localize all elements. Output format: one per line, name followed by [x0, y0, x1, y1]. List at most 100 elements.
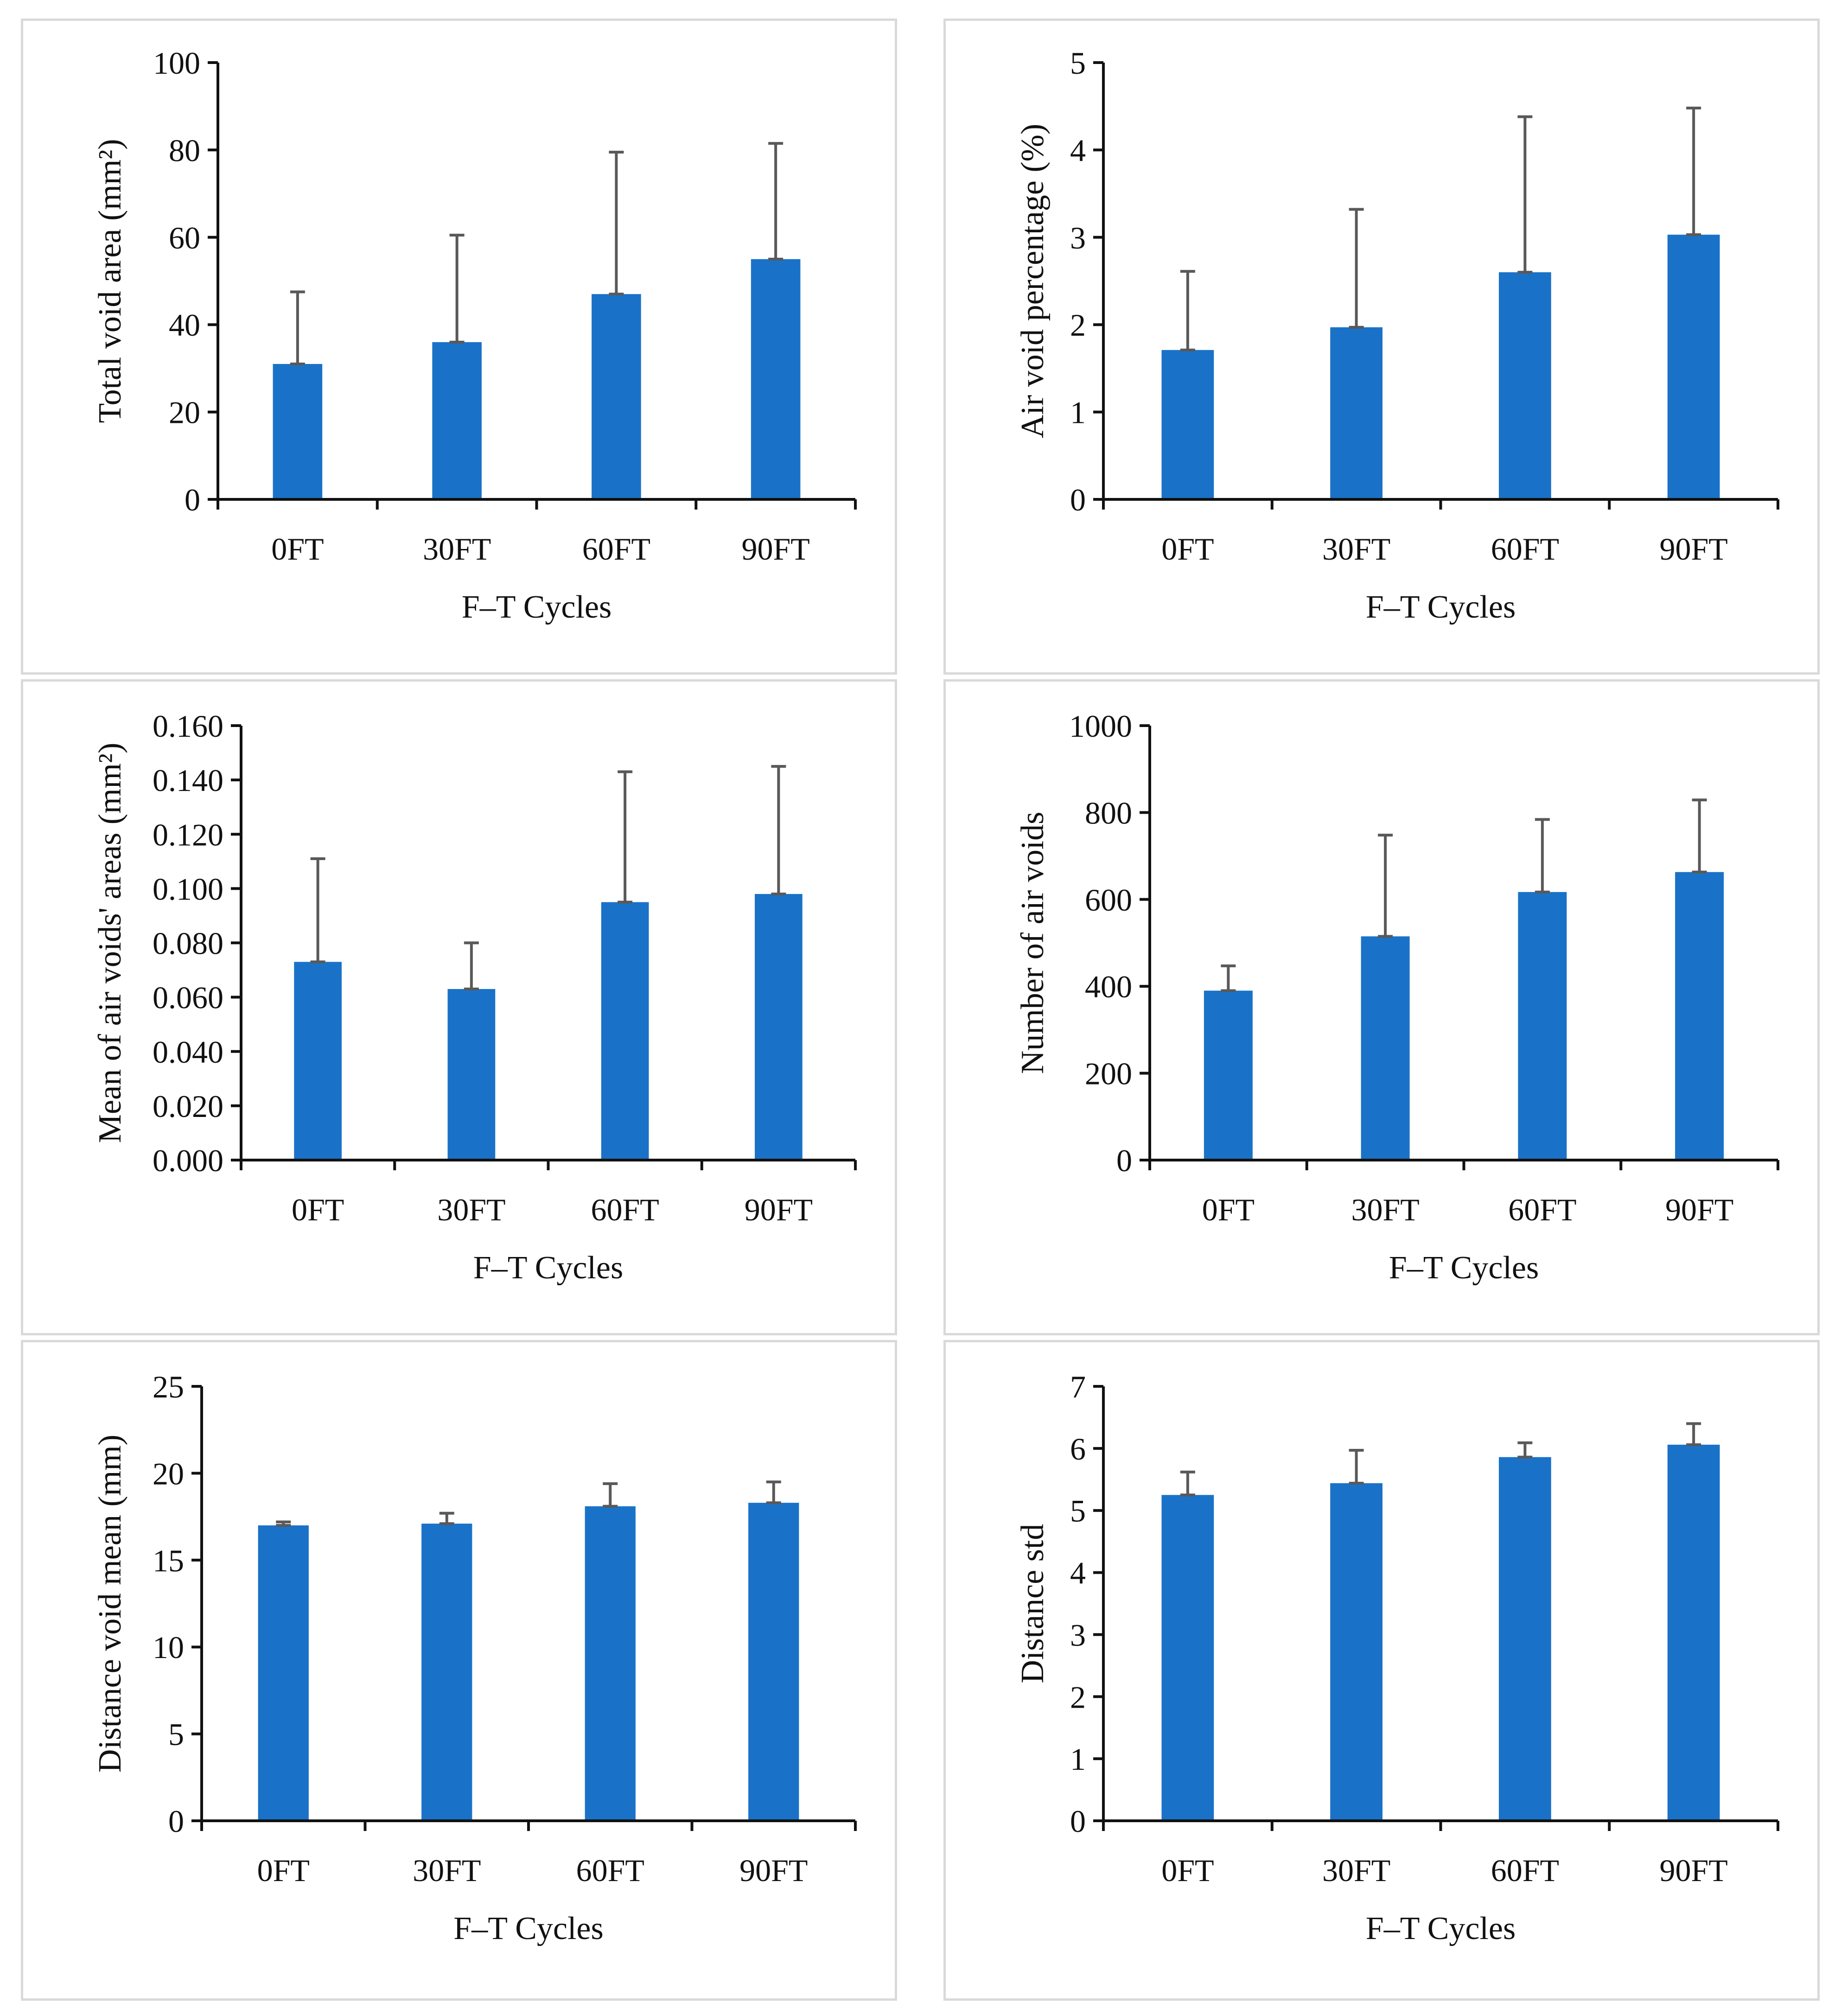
y-tick-label: 0.060	[153, 980, 223, 1015]
error-bar-90FT	[771, 765, 786, 896]
y-axis-title: Number of air voids	[1015, 812, 1051, 1074]
y-tick-label: 4	[1070, 1556, 1086, 1591]
error-bar-0FT	[1180, 1470, 1195, 1497]
y-tick-label: 1000	[1069, 708, 1132, 744]
error-bar-30FT	[1349, 208, 1364, 329]
y-tick-label: 0.120	[153, 817, 223, 852]
x-tick-label-60FT: 60FT	[1491, 531, 1559, 567]
y-tick-label: 20	[169, 395, 200, 430]
bar-60FT	[1498, 272, 1551, 499]
y-tick-label: 200	[1085, 1056, 1132, 1091]
y-tick-label: 5	[168, 1717, 184, 1752]
y-axis-title: Air void percentage (%)	[1015, 124, 1051, 438]
y-tick-label: 100	[153, 45, 200, 81]
bar-30FT	[1330, 1483, 1383, 1821]
y-tick-label: 15	[153, 1543, 184, 1578]
error-bar-90FT	[768, 142, 784, 261]
y-tick-label: 0.000	[153, 1143, 223, 1178]
bar-90FT	[1667, 1444, 1720, 1821]
bar-0FT	[294, 962, 342, 1160]
x-tick-label-30FT: 30FT	[1351, 1192, 1419, 1227]
y-axis-title: Distance std	[1015, 1524, 1051, 1683]
chart-panel-distance-void-mean: 0 5 10 15 20 25 0FT 30FT 60FT 90FT F–T Cycles Dista…	[21, 1340, 897, 2001]
error-bar-90FT	[1692, 798, 1707, 874]
error-bar-0FT	[310, 857, 325, 963]
y-axis-title: Total void area (mm²)	[92, 139, 128, 423]
error-bar-60FT	[1517, 115, 1533, 274]
error-bar-60FT	[609, 151, 624, 296]
chart-total-void-area: 0 20 40 60 80 100 0FT 30FT 60FT 90FT F–T Cycles Tot…	[92, 45, 857, 625]
y-tick-label: 5	[1070, 1493, 1086, 1529]
bar-60FT	[585, 1506, 636, 1821]
bar-30FT	[421, 1524, 472, 1821]
x-tick-label-90FT: 90FT	[745, 1192, 813, 1227]
chart-panel-mean-air-void-area: 0.000 0.020 0.040 0.060 0.080 0.100 0.120 0.140…	[21, 679, 897, 1335]
x-tick-label-60FT: 60FT	[576, 1853, 644, 1888]
bar-0FT	[1161, 1495, 1214, 1821]
y-tick-label: 7	[1070, 1369, 1086, 1404]
y-axis-title: Distance void mean (mm)	[92, 1435, 128, 1773]
bar-0FT	[1161, 350, 1214, 499]
bar-30FT	[1361, 936, 1410, 1160]
y-tick-label: 3	[1070, 1617, 1086, 1652]
error-bar-30FT	[1378, 834, 1393, 938]
error-bar-30FT	[1349, 1448, 1364, 1485]
y-tick-label: 0.140	[153, 763, 223, 798]
y-tick-label: 0	[185, 482, 200, 517]
chart-panel-total-void-area: 0 20 40 60 80 100 0FT 30FT 60FT 90FT F–T Cycles Tot…	[21, 19, 897, 675]
bar-30FT	[447, 989, 496, 1160]
x-tick-label-0FT: 0FT	[292, 1192, 344, 1227]
error-bar-60FT	[1535, 818, 1550, 893]
bar-60FT	[1498, 1457, 1551, 1821]
chart-air-void-percentage: 0 1 2 3 4 5 0FT 30FT 60FT 90FT F–T Cycles Air void …	[1015, 45, 1779, 625]
y-tick-label: 600	[1085, 882, 1132, 918]
error-bar-30FT	[439, 1512, 454, 1525]
y-tick-label: 1	[1070, 395, 1086, 430]
bar-60FT	[1518, 892, 1567, 1160]
bar-90FT	[1675, 872, 1724, 1160]
error-bar-0FT	[1180, 270, 1195, 351]
y-tick-label: 60	[169, 220, 200, 255]
x-tick-label-0FT: 0FT	[1161, 531, 1214, 567]
y-tick-label: 0	[1070, 1804, 1086, 1839]
x-tick-label-0FT: 0FT	[1161, 1853, 1214, 1888]
x-tick-label-60FT: 60FT	[1491, 1853, 1559, 1888]
x-axis-title: F–T Cycles	[462, 589, 612, 625]
bar-30FT	[1330, 327, 1383, 499]
bar-60FT	[592, 294, 641, 499]
x-tick-label-30FT: 30FT	[437, 1192, 505, 1227]
x-axis-title: F–T Cycles	[1389, 1250, 1539, 1286]
error-bar-90FT	[766, 1480, 781, 1505]
error-bar-60FT	[1517, 1441, 1533, 1459]
x-axis-title: F–T Cycles	[473, 1250, 623, 1286]
y-tick-label: 5	[1070, 45, 1086, 81]
x-tick-label-90FT: 90FT	[1659, 531, 1727, 567]
error-bar-0FT	[1221, 964, 1236, 992]
y-tick-label: 25	[153, 1369, 184, 1404]
error-bar-60FT	[603, 1482, 618, 1508]
bar-90FT	[748, 1503, 799, 1821]
x-tick-label-30FT: 30FT	[1322, 1853, 1390, 1888]
y-tick-label: 6	[1070, 1431, 1086, 1467]
chart-panel-distance-std: 0 1 2 3 4 5 6 7 0FT 30FT 60FT 90FT F–T Cycles Distanc…	[943, 1340, 1820, 2001]
bar-60FT	[601, 902, 649, 1160]
chart-distance-void-mean: 0 5 10 15 20 25 0FT 30FT 60FT 90FT F–T Cycles Dista…	[92, 1369, 857, 1946]
y-tick-label: 0.160	[153, 708, 223, 744]
x-tick-label-90FT: 90FT	[1665, 1192, 1733, 1227]
chart-panel-air-void-percentage: 0 1 2 3 4 5 0FT 30FT 60FT 90FT F–T Cycles Air void …	[943, 19, 1820, 675]
y-axis-title: Mean of air voids' areas (mm²)	[92, 743, 128, 1143]
y-tick-label: 400	[1085, 969, 1132, 1004]
y-tick-label: 0.040	[153, 1034, 223, 1070]
bar-90FT	[751, 259, 801, 499]
x-tick-label-0FT: 0FT	[257, 1853, 310, 1888]
y-tick-label: 0.080	[153, 926, 223, 961]
chart-number-of-air-voids: 0 200 400 600 800 1000 0FT 30FT 60FT 90FT F–T Cycl…	[1015, 708, 1779, 1286]
error-bar-90FT	[1686, 106, 1701, 236]
y-tick-label: 2	[1070, 307, 1086, 343]
chart-mean-air-void-area: 0.000 0.020 0.040 0.060 0.080 0.100 0.120 0.140…	[92, 708, 857, 1286]
x-tick-label-90FT: 90FT	[739, 1853, 808, 1888]
bar-0FT	[258, 1525, 309, 1821]
y-tick-label: 0	[1070, 482, 1086, 517]
y-tick-label: 1	[1070, 1742, 1086, 1777]
error-bar-60FT	[618, 770, 633, 904]
